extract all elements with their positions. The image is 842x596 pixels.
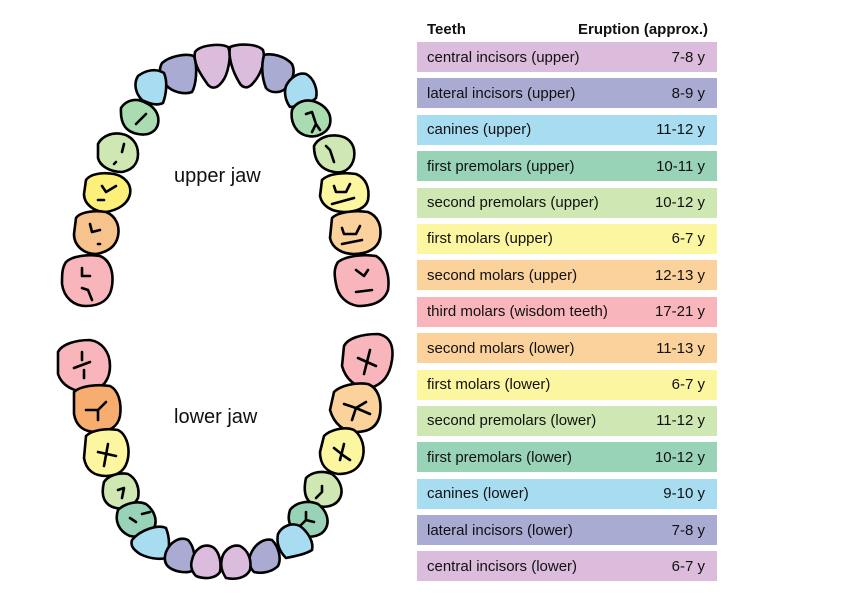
tooth-upper-third-molar-left xyxy=(60,253,114,308)
tooth-name: central incisors (upper) xyxy=(427,48,580,66)
eruption-age: 8-9 y xyxy=(671,84,705,102)
jaw-diagram xyxy=(56,43,394,581)
table-row: first molars (lower) 6-7 y xyxy=(417,369,717,400)
table-row: second molars (lower) 11-13 y xyxy=(417,333,717,364)
tooth-upper-central-incisor-right xyxy=(228,43,266,89)
eruption-age: 7-8 y xyxy=(671,48,705,66)
tooth-name: second molars (upper) xyxy=(427,266,578,284)
table-row: first premolars (lower) 10-12 y xyxy=(417,442,717,473)
eruption-age: 11-12 y xyxy=(656,412,705,430)
table-row: second premolars (upper) 10-12 y xyxy=(417,187,717,218)
teeth-column-header: Teeth xyxy=(427,20,466,38)
tooth-upper-central-incisor-left xyxy=(193,43,231,89)
tooth-upper-second-premolar-right xyxy=(312,134,356,174)
table-row: first premolars (upper) 10-11 y xyxy=(417,151,717,182)
tooth-upper-canine-left xyxy=(134,68,168,106)
tooth-upper-second-molar-left xyxy=(72,209,120,256)
tooth-upper-first-premolar-right xyxy=(290,99,332,138)
tooth-name: first molars (upper) xyxy=(427,230,553,248)
tooth-lower-lateral-incisor-right xyxy=(247,538,281,575)
eruption-age: 10-11 y xyxy=(656,157,705,175)
table-header: Teeth Eruption (approx.) xyxy=(417,16,717,42)
eruption-age: 10-12 y xyxy=(654,448,705,466)
tooth-upper-first-premolar-left xyxy=(119,98,160,136)
eruption-age: 9-10 y xyxy=(663,485,705,503)
tooth-name: second premolars (lower) xyxy=(427,412,597,430)
table-row: canines (lower) 9-10 y xyxy=(417,478,717,509)
eruption-column-header: Eruption (approx.) xyxy=(578,20,708,38)
table-row: central incisors (upper) 7-8 y xyxy=(417,42,717,72)
table-row: first molars (upper) 6-7 y xyxy=(417,223,717,254)
eruption-age: 10-12 y xyxy=(654,194,705,212)
table-row: second premolars (lower) 11-12 y xyxy=(417,405,717,436)
eruption-age: 6-7 y xyxy=(671,230,705,248)
eruption-age: 6-7 y xyxy=(671,376,705,394)
tooth-name: first molars (lower) xyxy=(427,376,551,394)
eruption-age: 17-21 y xyxy=(654,303,705,321)
table-row: central incisors (lower) 6-7 y xyxy=(417,551,717,582)
table-row: canines (upper) 11-12 y xyxy=(417,114,717,145)
tooth-lower-second-molar-left xyxy=(72,383,122,434)
table-row: second molars (upper) 12-13 y xyxy=(417,260,717,291)
tooth-name: third molars (wisdom teeth) xyxy=(427,303,608,321)
upper-jaw xyxy=(60,43,390,308)
tooth-name: lateral incisors (lower) xyxy=(427,521,573,539)
tooth-upper-canine-right xyxy=(283,72,318,109)
tooth-name: canines (lower) xyxy=(427,485,529,503)
tooth-name: lateral incisors (upper) xyxy=(427,84,576,102)
eruption-table: Teeth Eruption (approx.) central incisor… xyxy=(417,16,717,588)
tooth-lower-third-molar-left xyxy=(56,338,112,394)
tooth-name: first premolars (upper) xyxy=(427,157,575,175)
eruption-age: 11-13 y xyxy=(656,339,705,357)
tooth-name: central incisors (lower) xyxy=(427,557,578,575)
eruption-age: 6-7 y xyxy=(671,557,705,575)
table-row: third molars (wisdom teeth) 17-21 y xyxy=(417,296,717,327)
eruption-age: 7-8 y xyxy=(671,521,705,539)
tooth-lower-second-premolar-left xyxy=(101,472,140,510)
tooth-name: canines (upper) xyxy=(427,121,532,139)
table-row: lateral incisors (upper) 8-9 y xyxy=(417,78,717,109)
tooth-name: second molars (lower) xyxy=(427,339,575,357)
table-row: lateral incisors (lower) 7-8 y xyxy=(417,515,717,546)
upper-jaw-label: upper jaw xyxy=(174,165,261,187)
lower-jaw xyxy=(56,332,394,581)
tooth-lower-central-incisor-right xyxy=(219,544,252,581)
eruption-age: 12-13 y xyxy=(654,266,705,284)
lower-jaw-label: lower jaw xyxy=(174,406,258,428)
eruption-age: 11-12 y xyxy=(656,121,705,139)
table-body: central incisors (upper) 7-8 y lateral in… xyxy=(417,42,717,582)
tooth-upper-third-molar-right xyxy=(333,253,390,308)
tooth-lower-canine-right xyxy=(276,523,314,560)
tooth-upper-second-premolar-left xyxy=(96,132,140,174)
tooth-name: first premolars (lower) xyxy=(427,448,573,466)
tooth-lower-central-incisor-left xyxy=(189,544,222,580)
tooth-name: second premolars (upper) xyxy=(427,194,599,212)
